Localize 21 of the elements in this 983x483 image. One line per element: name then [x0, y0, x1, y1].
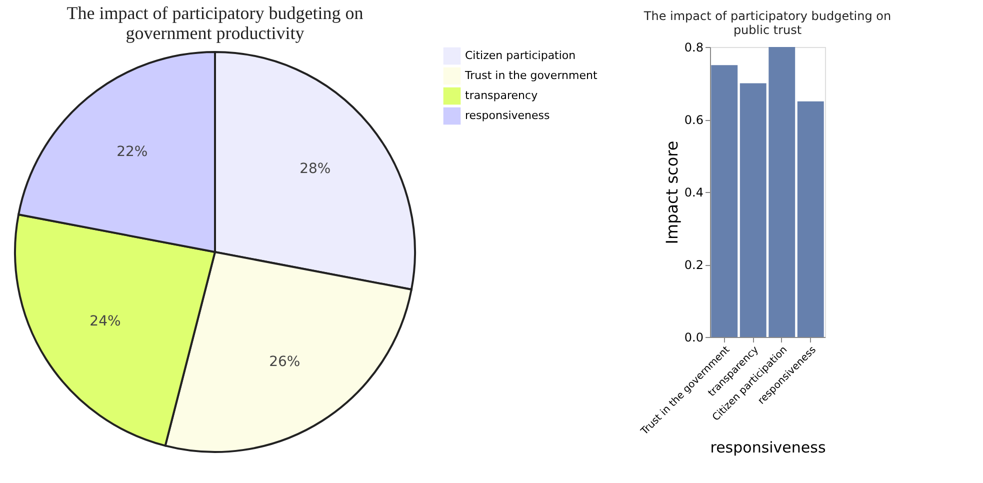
data-label: 28%	[300, 161, 331, 178]
bar	[711, 65, 738, 337]
y-tick-label: 0.2	[684, 258, 704, 272]
data-label: 24%	[90, 314, 121, 330]
legend-label: responsiveness	[465, 109, 550, 122]
data-label: 26%	[269, 354, 300, 370]
legend-label: transparency	[465, 89, 538, 102]
legend-label: Trust in the government	[464, 69, 598, 82]
bar	[797, 101, 824, 337]
y-tick-label: 0.4	[684, 186, 704, 200]
chart-title: The impact of participatory budgeting on public trust	[642, 9, 892, 37]
y-tick-label: 0.8	[684, 40, 704, 54]
bar	[768, 47, 796, 337]
x-axis-title: responsiveness	[710, 438, 826, 457]
legend-label: Citizen participation	[465, 49, 576, 62]
y-tick-label: 0.0	[684, 330, 704, 344]
y-axis-title: Impact score	[662, 140, 682, 244]
y-tick-label: 0.6	[684, 113, 704, 127]
data-label: 22%	[116, 144, 148, 160]
bar	[740, 83, 766, 337]
chart-title: The impact of participatory budgeting on government productivity	[66, 3, 364, 43]
